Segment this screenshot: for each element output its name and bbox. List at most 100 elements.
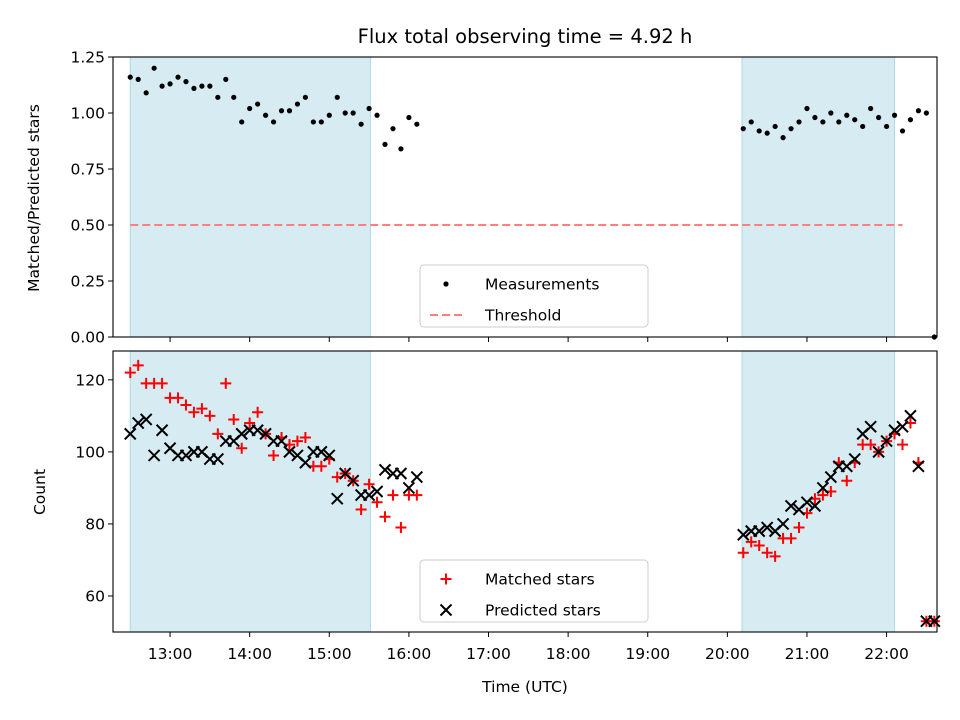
predicted-stars-point-24 <box>315 445 328 459</box>
measurements-point-55 <box>883 123 890 130</box>
measurements-point-27 <box>342 110 348 116</box>
predicted-stars-point-36 <box>410 470 424 484</box>
predicted-stars-point-40 <box>760 521 774 534</box>
predicted-stars-point-7 <box>179 449 193 462</box>
measurements-point-52 <box>860 123 866 130</box>
matched-stars-point-57 <box>897 439 909 451</box>
predicted-stars-point-39 <box>752 524 766 538</box>
y-tick-label: 120 <box>75 371 105 389</box>
measurements-point-17 <box>262 112 269 118</box>
legend-entry: Predicted stars <box>485 602 601 620</box>
legend-symbol <box>440 573 452 585</box>
predicted-stars-point-45 <box>800 496 814 509</box>
measurements-point-16 <box>255 101 261 107</box>
matched-stars-point-0 <box>124 367 136 379</box>
y-tick-label: 1.25 <box>70 49 105 67</box>
bottom-y-axis-label: Count <box>31 469 49 515</box>
legend: Matched stars Predicted stars <box>419 559 649 623</box>
predicted-stars-point-14 <box>235 427 248 441</box>
legend-entry: Matched stars <box>485 571 595 589</box>
measurements-point-59 <box>915 108 922 114</box>
measurements-point-60 <box>923 110 929 116</box>
top-panel: 0.00 0.25 0.50 0.75 1.00 1.25 Measurements Thre… <box>70 49 938 347</box>
measurements-point-45 <box>804 105 810 112</box>
y-tick-label: 0.25 <box>70 273 105 291</box>
x-tick-label: 19:00 <box>625 645 670 663</box>
measurements-point-8 <box>191 85 197 91</box>
shaded-span-1 <box>741 56 896 338</box>
matched-stars-point-16 <box>252 406 264 418</box>
measurements-point-0 <box>127 74 133 80</box>
predicted-stars-point-53 <box>864 420 877 433</box>
measurements-point-4 <box>159 83 165 89</box>
predicted-stars-point-61 <box>928 614 941 628</box>
predicted-stars-point-46 <box>808 499 822 513</box>
top-y-axis-label: Matched/Predicted stars <box>25 104 43 292</box>
predicted-stars-point-16 <box>251 424 264 437</box>
matched-stars-point-31 <box>371 496 383 508</box>
measurements-point-19 <box>278 108 285 114</box>
measurements-point-37 <box>740 126 746 132</box>
predicted-stars-point-48 <box>824 470 838 484</box>
x-tick-label: 16:00 <box>387 645 432 663</box>
measurements-point-12 <box>223 76 229 82</box>
measurements-point-31 <box>374 112 380 118</box>
measurements-point-43 <box>788 126 794 132</box>
predicted-stars-point-20 <box>283 445 296 459</box>
shaded-span-0 <box>129 56 371 338</box>
x-tick-label: 18:00 <box>546 645 591 663</box>
x-axis-label: Time (UTC) <box>481 678 568 696</box>
matched-stars-point-39 <box>753 540 765 552</box>
predicted-stars-point-59 <box>912 460 925 473</box>
predicted-stars-point-28 <box>346 474 360 487</box>
measurements-point-6 <box>175 74 181 80</box>
measurements-point-26 <box>334 94 340 100</box>
y-tick-label: 0.50 <box>70 217 105 235</box>
measurements-point-13 <box>231 94 237 100</box>
measurements-point-2 <box>143 90 149 96</box>
predicted-stars-point-19 <box>275 434 288 448</box>
matched-stars-point-21 <box>291 435 303 447</box>
measurements-point-21 <box>294 101 301 107</box>
matched-stars-point-11 <box>212 428 224 440</box>
measurements-point-40 <box>764 130 770 136</box>
matched-stars-point-38 <box>745 536 757 548</box>
matched-stars-point-40 <box>761 547 773 559</box>
matched-stars-point-9 <box>196 403 208 415</box>
measurements-point-30 <box>366 105 372 112</box>
axes-frame-1 <box>112 350 938 633</box>
y-tick-label: 60 <box>85 587 105 605</box>
measurements-point-3 <box>151 65 157 71</box>
matched-stars-point-24 <box>315 460 327 472</box>
x-tick-label: 13:00 <box>148 645 193 663</box>
y-tick-label: 0.75 <box>70 161 105 179</box>
legend-symbol <box>439 603 453 617</box>
measurements-point-10 <box>207 83 213 89</box>
predicted-stars-point-11 <box>211 452 225 466</box>
measurements-point-35 <box>406 114 412 121</box>
measurements-point-23 <box>310 119 316 125</box>
measurements-point-22 <box>302 94 308 100</box>
predicted-stars-point-55 <box>880 434 893 448</box>
measurements-point-14 <box>239 119 245 125</box>
measurements-point-18 <box>270 119 277 125</box>
predicted-stars-point-22 <box>299 456 312 469</box>
matched-stars-point-18 <box>268 449 280 461</box>
matched-stars-point-41 <box>769 550 781 562</box>
measurements-point-54 <box>876 114 882 121</box>
matched-stars-point-30 <box>363 478 375 490</box>
predicted-stars-point-54 <box>872 445 885 459</box>
legend-entry: Measurements <box>485 276 600 294</box>
matched-stars-point-1 <box>132 359 144 371</box>
measurements-point-58 <box>907 117 914 123</box>
x-tick-label: 14:00 <box>227 645 272 663</box>
predicted-stars-point-35 <box>402 481 416 495</box>
measurements-point-39 <box>756 128 762 134</box>
matched-stars-point-44 <box>793 522 805 534</box>
matched-stars-point-8 <box>188 406 200 418</box>
predicted-stars-point-31 <box>370 485 384 498</box>
measurements-point-7 <box>183 79 189 85</box>
predicted-stars-point-47 <box>816 481 830 495</box>
matched-stars-point-15 <box>244 417 256 429</box>
